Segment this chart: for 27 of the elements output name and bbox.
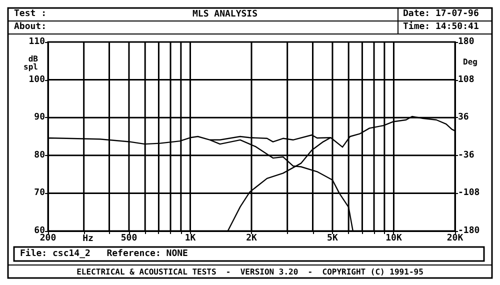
y2-tick-label: 180 — [458, 37, 474, 47]
x-axis-title: Hz — [82, 234, 94, 244]
x-tick-label: 20K — [446, 234, 464, 244]
y-tick-label: 70 — [34, 188, 45, 198]
text: File: csc14_2 Reference: NONE — [20, 248, 188, 259]
y-tick-label: 90 — [34, 112, 45, 123]
y2-tick-label: 36 — [458, 112, 469, 123]
x-tick-label: 200 — [40, 234, 56, 244]
text: ELECTRICAL & ACOUSTICAL TESTS - VERSION 3.20 - COPYRIGHT (C) 1991-95 — [76, 268, 424, 276]
y-axis-title: dB spl — [24, 54, 38, 72]
y2-tick-label: -36 — [458, 150, 474, 160]
y-tick-label: 100 — [28, 74, 45, 85]
chart-title: MLS ANALYSIS — [192, 10, 258, 20]
x-tick-label: 500 — [120, 234, 138, 244]
x-tick-label: 10K — [386, 234, 402, 244]
y2-axis-title: Deg — [463, 58, 478, 66]
y2-tick-label: 108 — [458, 74, 474, 85]
y-tick-label: 110 — [28, 37, 45, 47]
y-tick-label: 80 — [34, 150, 45, 160]
x-tick-label: 1K — [184, 234, 196, 244]
text: About: — [14, 22, 47, 32]
y2-tick-label: -108 — [458, 188, 480, 198]
x-tick-label: 5K — [327, 234, 338, 244]
text: Time: 14:50:41 — [403, 21, 479, 32]
text: Test : — [14, 9, 47, 19]
text: Date: 17-07-96 — [403, 9, 479, 19]
x-tick-label: 2K — [246, 234, 258, 244]
